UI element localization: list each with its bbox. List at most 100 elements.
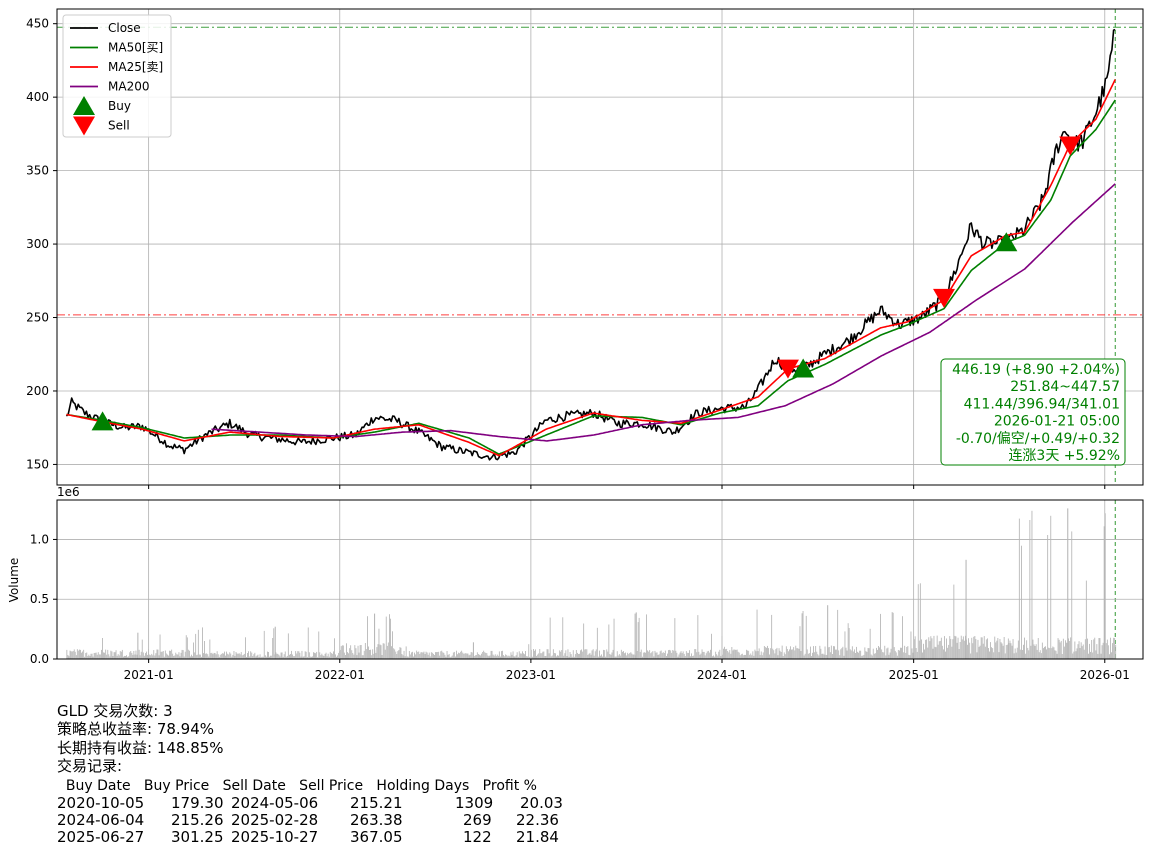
volume-bar <box>788 651 789 659</box>
volume-bar <box>287 633 289 659</box>
volume-bar <box>1047 535 1049 659</box>
volume-bar <box>976 652 978 659</box>
volume-bar <box>963 640 965 659</box>
volume-bar <box>784 654 786 659</box>
volume-bar <box>759 654 761 659</box>
volume-bar <box>1069 641 1071 659</box>
volume-bar <box>899 650 900 659</box>
volume-bar <box>545 655 547 659</box>
volume-bar <box>422 652 424 659</box>
volume-bar <box>258 657 260 659</box>
volume-bar <box>264 655 266 659</box>
volume-bar <box>109 656 111 659</box>
volume-bar <box>816 651 818 659</box>
volume-bar <box>650 653 652 659</box>
volume-bar <box>278 654 280 659</box>
volume-bar <box>414 652 415 659</box>
volume-bar <box>139 655 141 659</box>
volume-bar <box>830 645 832 659</box>
volume-bar <box>127 656 129 659</box>
volume-bar <box>652 651 654 659</box>
volume-bar <box>126 655 127 659</box>
volume-bar <box>1025 653 1027 659</box>
volume-bar <box>968 638 969 659</box>
table-row: 2025-06-27 301.25 2025-10-27 367.05 122 … <box>57 829 559 846</box>
volume-bar <box>741 653 743 659</box>
volume-bar <box>866 651 868 659</box>
trade-count-line: GLD 交易次数: 3 <box>57 702 173 720</box>
volume-bar <box>136 654 138 659</box>
volume-bar <box>465 653 467 659</box>
x-tick-label: 2023-01 <box>506 668 556 682</box>
volume-bar <box>883 652 885 659</box>
volume-bar <box>699 654 701 659</box>
volume-bar <box>94 652 96 659</box>
volume-bar <box>1018 518 1020 659</box>
volume-bar <box>339 649 341 659</box>
volume-bar <box>727 651 729 659</box>
volume-bar <box>992 648 994 659</box>
volume-bar <box>214 653 216 659</box>
volume-bar <box>348 653 349 659</box>
volume-bar <box>197 629 199 659</box>
volume-bar <box>690 656 691 659</box>
volume-bar <box>847 623 849 659</box>
volume-bar <box>182 650 184 659</box>
volume-bar <box>1034 646 1036 659</box>
volume-bar <box>885 655 887 659</box>
volume-bar <box>575 650 577 659</box>
volume-bar <box>275 652 277 659</box>
volume-bar <box>697 615 699 659</box>
volume-bar <box>379 644 381 659</box>
volume-bar <box>395 651 397 659</box>
volume-bar <box>431 652 433 659</box>
volume-bar <box>336 656 337 659</box>
volume-bar <box>917 584 919 659</box>
volume-bar <box>719 649 721 659</box>
volume-bar <box>820 648 822 659</box>
volume-bar <box>868 648 870 659</box>
volume-bar <box>399 647 401 659</box>
volume-bar <box>589 652 591 659</box>
volume-bar <box>111 651 113 659</box>
volume-bar <box>930 636 932 659</box>
holding-days-cell: 269 <box>463 811 492 829</box>
volume-bar <box>739 655 741 659</box>
volume-bar <box>251 652 253 659</box>
volume-bar <box>828 647 830 659</box>
volume-bar <box>1094 637 1096 659</box>
volume-bar <box>702 651 704 659</box>
volume-bar <box>220 654 222 659</box>
volume-bar <box>361 655 363 659</box>
volume-bar <box>140 651 142 659</box>
volume-bar <box>461 650 463 659</box>
volume-bar <box>407 656 409 659</box>
volume-bar <box>449 657 451 659</box>
volume-bar <box>402 655 404 659</box>
volume-bar <box>811 656 812 659</box>
volume-bar <box>221 653 223 659</box>
trade-markers <box>91 136 1082 431</box>
volume-bar <box>1098 638 1100 659</box>
legend-label: MA25[卖] <box>108 60 163 74</box>
buy-marker <box>995 232 1018 252</box>
volume-bar <box>626 655 628 659</box>
volume-bar <box>677 656 679 659</box>
volume-bar <box>628 654 630 659</box>
volume-bar <box>453 651 455 659</box>
volume-bar <box>169 650 170 659</box>
volume-bar <box>96 654 98 659</box>
volume-bar <box>1080 642 1082 659</box>
volume-bar <box>165 653 167 659</box>
volume-bar <box>947 647 949 659</box>
volume-bar <box>1092 652 1094 659</box>
volume-bar <box>455 656 456 659</box>
legend-buy-marker <box>73 96 95 115</box>
volume-bar <box>901 647 902 659</box>
volume-bar <box>81 652 82 659</box>
buy-price-cell: 215.26 <box>171 811 224 829</box>
volume-bar <box>408 651 410 659</box>
volume-bar <box>902 616 903 659</box>
volume-bar <box>562 617 564 659</box>
volume-bar <box>117 654 119 659</box>
